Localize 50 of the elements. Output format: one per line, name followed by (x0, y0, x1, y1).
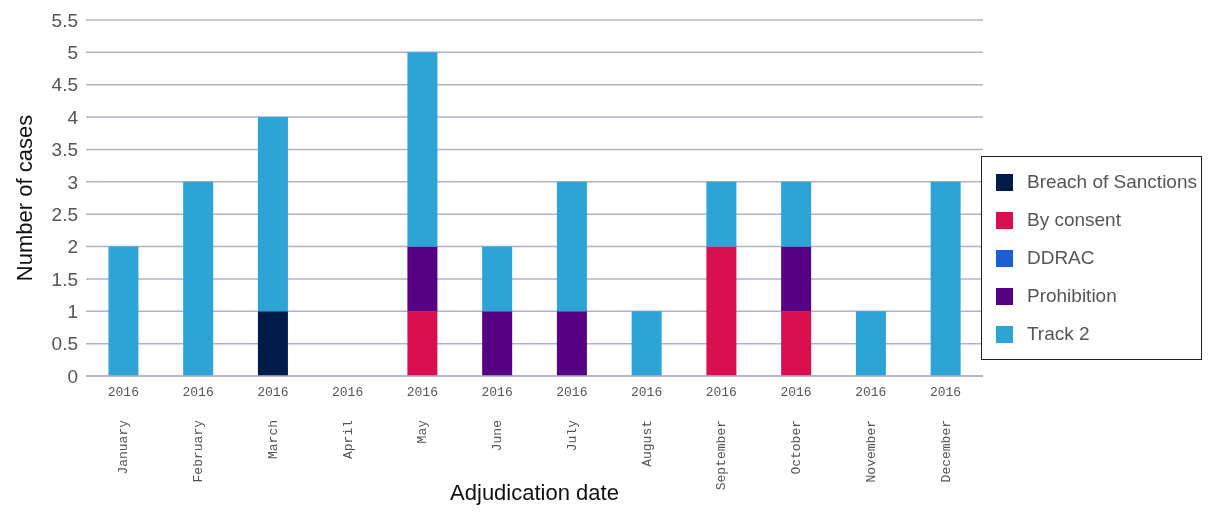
category-label: 2016 October (780, 385, 812, 475)
bar (407, 311, 438, 376)
category-label: 2016 June (481, 385, 513, 452)
category-label: 2016 August (630, 385, 663, 467)
y-tick-label: 4 (67, 106, 79, 128)
bar (407, 52, 438, 247)
category-label: 2016 January (107, 385, 139, 475)
category-label: 2016 December (929, 385, 962, 483)
y-tick-label: 3.5 (51, 139, 78, 161)
y-tick-label: 1.5 (51, 268, 78, 290)
y-tick-label: 3 (67, 171, 78, 193)
y-tick-label: 5 (67, 42, 78, 64)
y-tick-label: 0.5 (51, 333, 78, 355)
bar (781, 311, 812, 376)
category-label: 2016 March (257, 385, 289, 460)
bar (257, 311, 288, 376)
bar (108, 246, 139, 376)
legend-label: By consent (1026, 209, 1121, 231)
y-tick-label: 0 (67, 365, 78, 387)
bar (706, 181, 737, 247)
y-axis-title: Number of cases (11, 114, 37, 282)
bar (257, 117, 288, 312)
bar (706, 246, 737, 376)
y-tick-label: 4.5 (51, 74, 78, 96)
category-label: 2016 July (556, 385, 588, 452)
bar (855, 311, 886, 376)
bar (781, 246, 812, 312)
bar (482, 311, 513, 376)
bar (407, 246, 438, 312)
category-label: 2016 November (855, 385, 887, 483)
y-tick-label: 2 (67, 236, 78, 258)
y-tick-label: 5.5 (51, 9, 78, 31)
y-tick-label: 2.5 (51, 203, 78, 225)
legend-label: Prohibition (1026, 285, 1117, 307)
bar (556, 181, 587, 312)
category-label: 2016 May (406, 385, 438, 444)
bar (482, 246, 513, 312)
x-axis-title: Adjudication date (450, 480, 619, 505)
legend-label: Track 2 (1026, 323, 1090, 345)
bar (556, 311, 587, 376)
legend-label: DDRAC (1026, 247, 1095, 269)
bar (183, 181, 214, 376)
y-tick-label: 1 (67, 301, 78, 323)
bar (631, 311, 662, 376)
category-label: 2016 September (705, 385, 737, 491)
legend-label: Breach of Sanctions (1026, 171, 1197, 193)
bar (781, 181, 812, 247)
category-label: 2016 February (182, 385, 214, 483)
category-label: 2016 April (332, 385, 364, 460)
bar (930, 181, 961, 376)
